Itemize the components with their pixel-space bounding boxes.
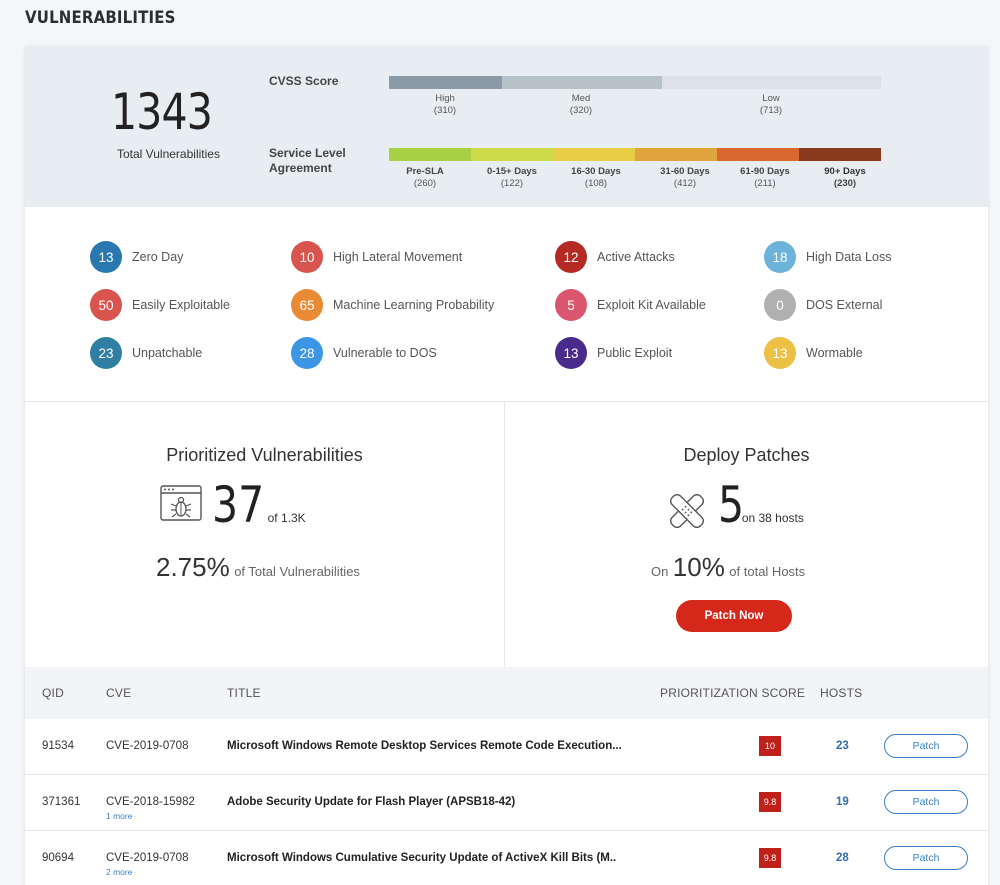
row-cve-more-link[interactable]: 1 more [106, 811, 133, 821]
badge-wormable[interactable]: 13 Wormable [764, 337, 863, 369]
badge-active-attacks[interactable]: 12 Active Attacks [555, 241, 675, 273]
deploy-on-hosts: on 38 hosts [741, 511, 804, 525]
prioritized-of-total: of 1.3K [267, 511, 306, 525]
sla-90-plus-segment[interactable] [799, 148, 881, 161]
prioritized-count-row: 37 of 1.3K [212, 476, 306, 534]
badge-dos-external[interactable]: 0 DOS External [764, 289, 882, 321]
deploy-patches-panel: Deploy Patches 5on 38 hosts On 10% of to… [505, 402, 988, 667]
badge-high-data-loss[interactable]: 18 High Data Loss [764, 241, 891, 273]
bandage-icon [666, 490, 708, 537]
row-qid: 371361 [42, 796, 81, 808]
summary-section: 1343 Total Vulnerabilities CVSS Score Hi… [25, 47, 988, 207]
row-title[interactable]: Microsoft Windows Cumulative Security Up… [227, 852, 617, 864]
cvss-low-segment[interactable] [662, 76, 881, 89]
row-score: 10 [759, 736, 781, 756]
sla-16-30-label: 16-30 Days (108) [571, 166, 621, 189]
row-patch-button[interactable]: Patch [884, 734, 968, 758]
badge-exploit-kit-available[interactable]: 5 Exploit Kit Available [555, 289, 706, 321]
row-hosts[interactable]: 19 [836, 796, 849, 808]
row-score: 9.8 [759, 848, 781, 868]
row-title[interactable]: Adobe Security Update for Flash Player (… [227, 796, 516, 808]
badge-vulnerable-to-dos[interactable]: 28 Vulnerable to DOS [291, 337, 437, 369]
column-title[interactable]: TITLE [227, 686, 261, 700]
deploy-title: Deploy Patches [683, 445, 810, 465]
table-row[interactable]: 371361 CVE-2018-15982 1 more Adobe Secur… [25, 775, 988, 831]
deploy-count: 5 [718, 476, 745, 534]
prioritized-percentage: 2.75% [156, 552, 230, 582]
cvss-score-bar[interactable] [389, 76, 881, 89]
row-qid: 91534 [42, 740, 74, 752]
total-vulnerabilities-label: Total Vulnerabilities [117, 147, 220, 161]
cvss-score-label: CVSS Score [269, 74, 339, 88]
badge-public-exploit[interactable]: 13 Public Exploit [555, 337, 672, 369]
row-patch-button[interactable]: Patch [884, 846, 968, 870]
deploy-percentage-text: of total Hosts [729, 564, 806, 579]
cvss-high-label: High (310) [433, 93, 457, 116]
prioritized-percentage-text: of Total Vulnerabilities [234, 564, 360, 579]
prioritized-vulnerabilities-panel: Prioritized Vulnerabilities 37 of 1.3K 2.… [25, 402, 505, 667]
badge-high-lateral-movement[interactable]: 10 High Lateral Movement [291, 241, 462, 273]
column-hosts[interactable]: HOSTS [820, 686, 863, 700]
bug-report-icon [160, 485, 202, 530]
table-row[interactable]: 91534 CVE-2019-0708 Microsoft Windows Re… [25, 719, 988, 775]
row-qid: 90694 [42, 852, 74, 864]
badge-easily-exploitable[interactable]: 50 Easily Exploitable [90, 289, 230, 321]
row-title[interactable]: Microsoft Windows Remote Desktop Service… [227, 740, 622, 752]
deploy-count-row: 5on 38 hosts [718, 476, 804, 534]
prioritized-percentage-row: 2.75% of Total Vulnerabilities [156, 552, 360, 583]
column-qid[interactable]: QID [42, 686, 64, 700]
sla-0-15-segment[interactable] [471, 148, 553, 161]
cvss-labels: High (310) Med (320) Low (713) [389, 93, 881, 123]
deploy-on-text: On [651, 564, 669, 579]
badge-zero-day[interactable]: 13 Zero Day [90, 241, 183, 273]
sla-0-15-label: 0-15+ Days (122) [487, 166, 537, 189]
sla-16-30-segment[interactable] [553, 148, 635, 161]
sla-31-60-label: 31-60 Days (412) [660, 166, 710, 189]
total-vulnerabilities-count: 1343 [111, 83, 213, 141]
sla-61-90-segment[interactable] [717, 148, 799, 161]
cvss-low-label: Low (713) [759, 93, 783, 116]
row-patch-button[interactable]: Patch [884, 790, 968, 814]
cvss-med-segment[interactable] [502, 76, 662, 89]
sla-31-60-segment[interactable] [635, 148, 717, 161]
row-cve[interactable]: CVE-2019-0708 [106, 740, 189, 752]
sla-bar[interactable] [389, 148, 881, 161]
badge-machine-learning-probability[interactable]: 65 Machine Learning Probability [291, 289, 494, 321]
row-hosts[interactable]: 23 [836, 740, 849, 752]
prioritized-count: 37 [212, 476, 265, 534]
column-prioritization-score[interactable]: PRIORITIZATION SCORE [660, 686, 806, 700]
vulnerabilities-card: 1343 Total Vulnerabilities CVSS Score Hi… [25, 47, 988, 885]
page-title: VULNERABILITIES [25, 8, 176, 28]
deploy-percentage-row: On 10% of total Hosts [651, 552, 805, 583]
patch-now-button[interactable]: Patch Now [676, 600, 792, 632]
sla-pre-segment[interactable] [389, 148, 471, 161]
prioritized-title: Prioritized Vulnerabilities [166, 445, 363, 465]
cvss-med-label: Med (320) [569, 93, 593, 116]
column-cve[interactable]: CVE [106, 686, 132, 700]
row-cve[interactable]: CVE-2019-0708 [106, 852, 189, 864]
badge-unpatchable[interactable]: 23 Unpatchable [90, 337, 202, 369]
sla-labels: Pre-SLA (260) 0-15+ Days (122) 16-30 Days(… [389, 166, 881, 196]
row-cve[interactable]: CVE-2018-15982 [106, 796, 195, 808]
sla-pre-label: Pre-SLA (260) [406, 166, 444, 189]
deploy-percentage: 10% [672, 552, 725, 582]
row-hosts[interactable]: 28 [836, 852, 849, 864]
vulnerabilities-table-header: QID CVE TITLE PRIORITIZATION SCORE HOSTS [25, 667, 988, 719]
table-row[interactable]: 90694 CVE-2019-0708 2 more Microsoft Win… [25, 831, 988, 885]
sla-61-90-label: 61-90 Days (211) [740, 166, 790, 189]
threat-indicators: 13 Zero Day 10 High Lateral Movement 12 Act… [25, 207, 988, 402]
cvss-high-segment[interactable] [389, 76, 502, 89]
row-score: 9.8 [759, 792, 781, 812]
row-cve-more-link[interactable]: 2 more [106, 867, 133, 877]
sla-label: Service Level Agreement [269, 146, 346, 175]
sla-90-plus-label: 90+ Days (230) [824, 166, 866, 189]
